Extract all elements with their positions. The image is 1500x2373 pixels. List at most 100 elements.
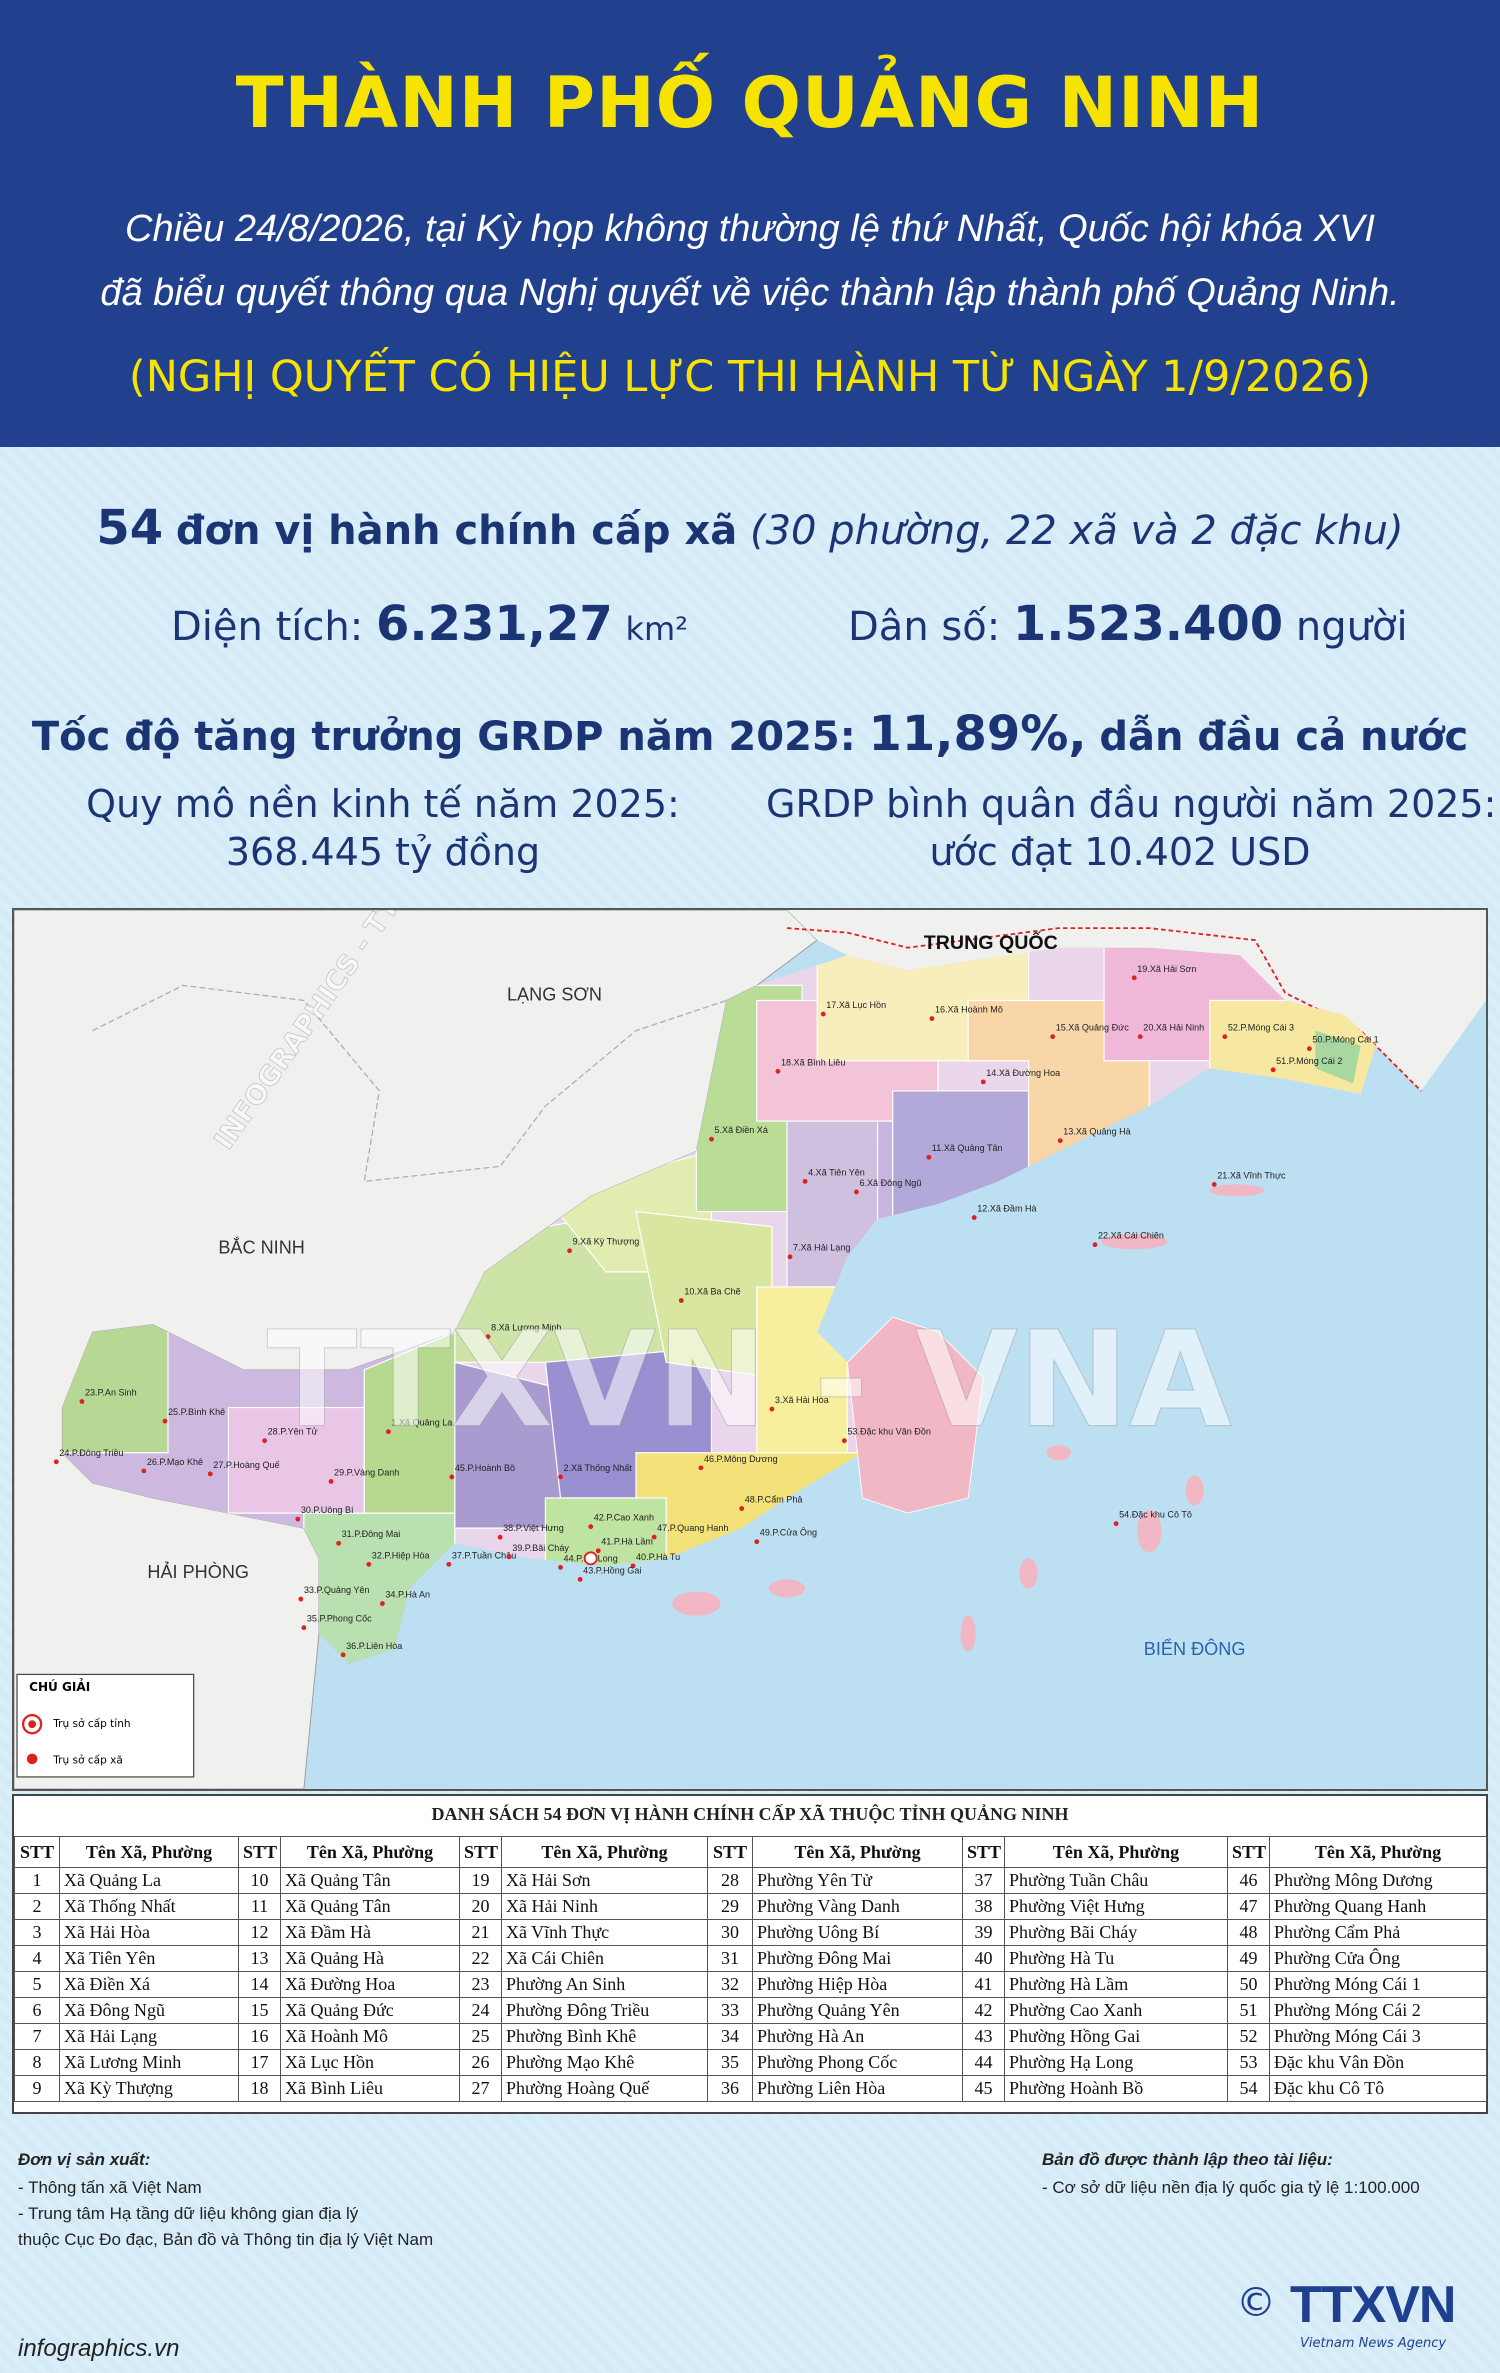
commune-label: 12.Xã Đầm Hà: [977, 1204, 1037, 1214]
commune-label: 4.Xã Tiên Yên: [808, 1167, 865, 1177]
stt-cell: 21: [459, 1919, 502, 1946]
map: 1.Xã Quảng La 2.Xã Thống Nhất 3.Xã Hải Hòa…: [13, 839, 1486, 1790]
stt-cell: 54: [1227, 2075, 1270, 2102]
name-cell: Xã Tiên Yên: [59, 1945, 239, 1972]
seat-marker: [841, 1438, 847, 1444]
commune-label: 40.P.Hà Tu: [636, 1552, 680, 1562]
stt-cell: 39: [962, 1919, 1005, 1946]
header-cell: STT: [1227, 1836, 1270, 1868]
copyright: ©: [1236, 2280, 1276, 2326]
stt-cell: 36: [707, 2075, 753, 2102]
region-label: BẮC NINH: [218, 1237, 305, 1258]
website: infographics.vn: [18, 2335, 180, 2362]
seat-marker: [336, 1540, 342, 1546]
seat-marker: [1306, 1046, 1312, 1052]
commune-label: 47.P.Quang Hanh: [657, 1523, 728, 1533]
island: [1019, 1558, 1038, 1589]
commune-label: 6.Xã Đông Ngũ: [859, 1178, 921, 1188]
neighbor-land: [786, 910, 1486, 1091]
seat-marker: [207, 1471, 213, 1477]
header-cell: Tên Xã, Phường: [59, 1836, 239, 1868]
producer-title: Đơn vị sản xuất:: [18, 2150, 151, 2169]
region-label: LẠNG SƠN: [507, 984, 602, 1004]
stt-cell: 12: [238, 1919, 281, 1946]
province-seat: [583, 1551, 598, 1566]
stt-cell: 26: [459, 2049, 502, 2076]
island: [1185, 1475, 1204, 1506]
commune-label: 13.Xã Quảng Hà: [1063, 1127, 1131, 1137]
commune-label: 42.P.Cao Xanh: [594, 1513, 654, 1523]
commune-label: 33.P.Quảng Yên: [304, 1585, 370, 1595]
map-frame: 1.Xã Quảng La 2.Xã Thống Nhất 3.Xã Hải Hòa…: [12, 839, 1488, 1791]
stt-cell: 32: [707, 1971, 753, 1998]
seat-marker: [1222, 1034, 1228, 1040]
name-cell: Xã Quảng Đức: [280, 1997, 460, 2024]
name-cell: Phường Mông Dương: [1269, 1867, 1487, 1894]
seat-marker: [558, 1564, 563, 1570]
stat-growth: Tốc độ tăng trưởng GRDP năm 2025: 11,89%…: [0, 706, 1500, 762]
header-cell: Tên Xã, Phường: [501, 1836, 708, 1868]
stt-cell: 20: [459, 1893, 502, 1920]
name-cell: Phường Liên Hòa: [752, 2075, 963, 2102]
seat-marker: [558, 1474, 563, 1480]
note: dẫn đầu cả nước: [1099, 714, 1469, 760]
seat-marker: [820, 1011, 826, 1017]
commune-label: 49.P.Cửa Ông: [760, 1528, 817, 1538]
commune-label: 2.Xã Thống Nhất: [564, 1463, 633, 1473]
seat-marker: [709, 1136, 714, 1142]
subtitle: Chiều 24/8/2026, tại Kỳ họp không thường…: [125, 208, 1375, 250]
name-cell: Xã Quảng Tân: [280, 1867, 460, 1894]
table-row: 8 Xã Lương Minh 17 Xã Lục Hồn 26 Phường Mạo K…: [14, 2049, 1487, 2076]
producer-line: - Trung tâm Hạ tầng dữ liệu không gian đ…: [18, 2204, 359, 2223]
name-cell: Phường Bãi Cháy: [1004, 1919, 1228, 1946]
seat-marker: [754, 1539, 760, 1545]
stt-cell: 1: [14, 1867, 60, 1894]
name-cell: Xã Hải Hòa: [59, 1919, 239, 1946]
header-cell: STT: [238, 1836, 281, 1868]
table-row: 5 Xã Điền Xá 14 Xã Đường Hoa 23 Phường An Sin…: [14, 1971, 1487, 1998]
seat-marker: [449, 1474, 455, 1480]
stt-cell: 16: [238, 2023, 281, 2050]
stt-cell: 17: [238, 2049, 281, 2076]
seat-marker: [162, 1418, 168, 1424]
stt-cell: 5: [14, 1971, 60, 1998]
border: [92, 984, 727, 1183]
island: [1137, 1510, 1162, 1553]
seat-marker: [595, 1548, 601, 1554]
name-cell: Phường Quang Hanh: [1269, 1893, 1487, 1920]
commune-label: 28.P.Yên Tử: [268, 1427, 318, 1437]
seat-marker: [678, 1298, 684, 1303]
header-cell: STT: [707, 1836, 753, 1868]
name-cell: Phường Quảng Yên: [752, 1997, 963, 2024]
commune-label: 17.Xã Lục Hồn: [826, 1000, 886, 1010]
name-cell: Phường Bình Khê: [501, 2023, 708, 2050]
name-cell: Đặc khu Vân Đồn: [1269, 2049, 1487, 2076]
commune-label: 37.P.Tuần Châu: [452, 1550, 516, 1560]
stt-cell: 46: [1227, 1867, 1270, 1894]
name-cell: Xã Quảng Hà: [280, 1945, 460, 1972]
stt-cell: 18: [238, 2075, 281, 2102]
logo: TTXVN: [1290, 2276, 1456, 2334]
commune-label: 5.Xã Điền Xá: [715, 1125, 769, 1135]
stt-cell: 34: [707, 2023, 753, 2050]
value: 368.445 tỷ đồng: [225, 830, 541, 874]
table-frame: DANH SÁCH 54 ĐƠN VỊ HÀNH CHÍNH CẤP XÃ TH…: [12, 1794, 1488, 2114]
name-cell: Phường Vàng Danh: [752, 1893, 963, 1920]
seat-marker: [1050, 1034, 1056, 1040]
seat-marker: [446, 1561, 452, 1567]
commune-label: 32.P.Hiệp Hòa: [372, 1550, 431, 1560]
commune-label: 26.P.Mạo Khê: [147, 1457, 203, 1467]
commune-label: 45.P.Hoành Bồ: [455, 1463, 515, 1473]
commune-label: 11.Xã Quảng Tân: [932, 1143, 1003, 1153]
header-cell: STT: [14, 1836, 60, 1868]
header-cell: STT: [962, 1836, 1005, 1868]
commune-label: 9.Xã Kỳ Thượng: [573, 1237, 640, 1247]
seat-marker: [53, 1459, 59, 1465]
name-cell: Phường Mạo Khê: [501, 2049, 708, 2076]
value: 54: [96, 500, 164, 556]
name-cell: Phường Hoành Bồ: [1004, 2075, 1228, 2102]
seat-marker: [630, 1563, 636, 1569]
stt-cell: 8: [14, 2049, 60, 2076]
name-cell: Xã Đầm Hà: [280, 1919, 460, 1946]
